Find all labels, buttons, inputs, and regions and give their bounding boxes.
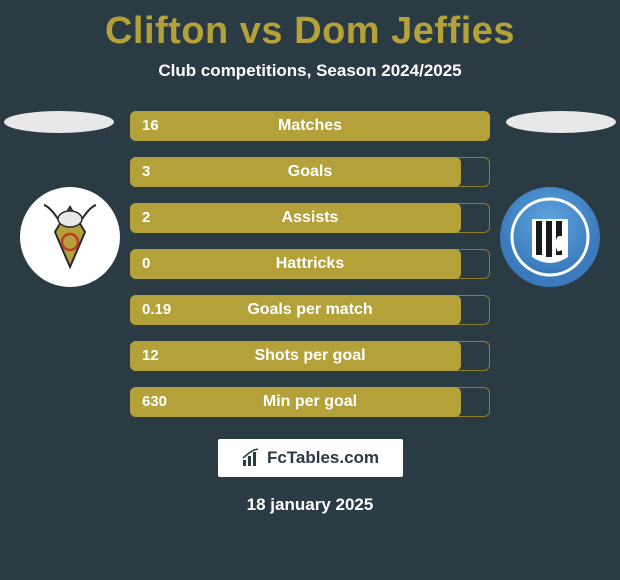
stat-bars-container: 16Matches 3Goals 2Assists 0Hattricks 0.19Goa…	[130, 111, 490, 417]
stat-row: 0.19Goals per match	[130, 295, 490, 325]
stat-row: 16Matches	[130, 111, 490, 141]
stat-label: Assists	[130, 203, 490, 233]
chart-icon	[241, 448, 261, 468]
stat-row: 630Min per goal	[130, 387, 490, 417]
left-team-crest	[20, 187, 120, 287]
stat-label: Goals per match	[130, 295, 490, 325]
stat-row: 3Goals	[130, 157, 490, 187]
comparison-title: Clifton vs Dom Jeffies	[0, 0, 620, 53]
right-team-crest	[500, 187, 600, 287]
stat-row: 12Shots per goal	[130, 341, 490, 371]
stat-label: Shots per goal	[130, 341, 490, 371]
stat-label: Matches	[130, 111, 490, 141]
comparison-subtitle: Club competitions, Season 2024/2025	[0, 61, 620, 81]
comparison-date: 18 january 2025	[0, 495, 620, 515]
stat-row: 2Assists	[130, 203, 490, 233]
gillingham-icon	[510, 197, 590, 277]
stat-label: Goals	[130, 157, 490, 187]
content-area: 16Matches 3Goals 2Assists 0Hattricks 0.19Goa…	[0, 111, 620, 417]
left-ellipse-shadow	[4, 111, 114, 133]
fctables-text: FcTables.com	[267, 448, 379, 468]
stat-row: 0Hattricks	[130, 249, 490, 279]
doncaster-rovers-icon	[30, 197, 110, 277]
fctables-badge: FcTables.com	[218, 439, 403, 477]
stat-label: Min per goal	[130, 387, 490, 417]
right-ellipse-shadow	[506, 111, 616, 133]
stat-label: Hattricks	[130, 249, 490, 279]
